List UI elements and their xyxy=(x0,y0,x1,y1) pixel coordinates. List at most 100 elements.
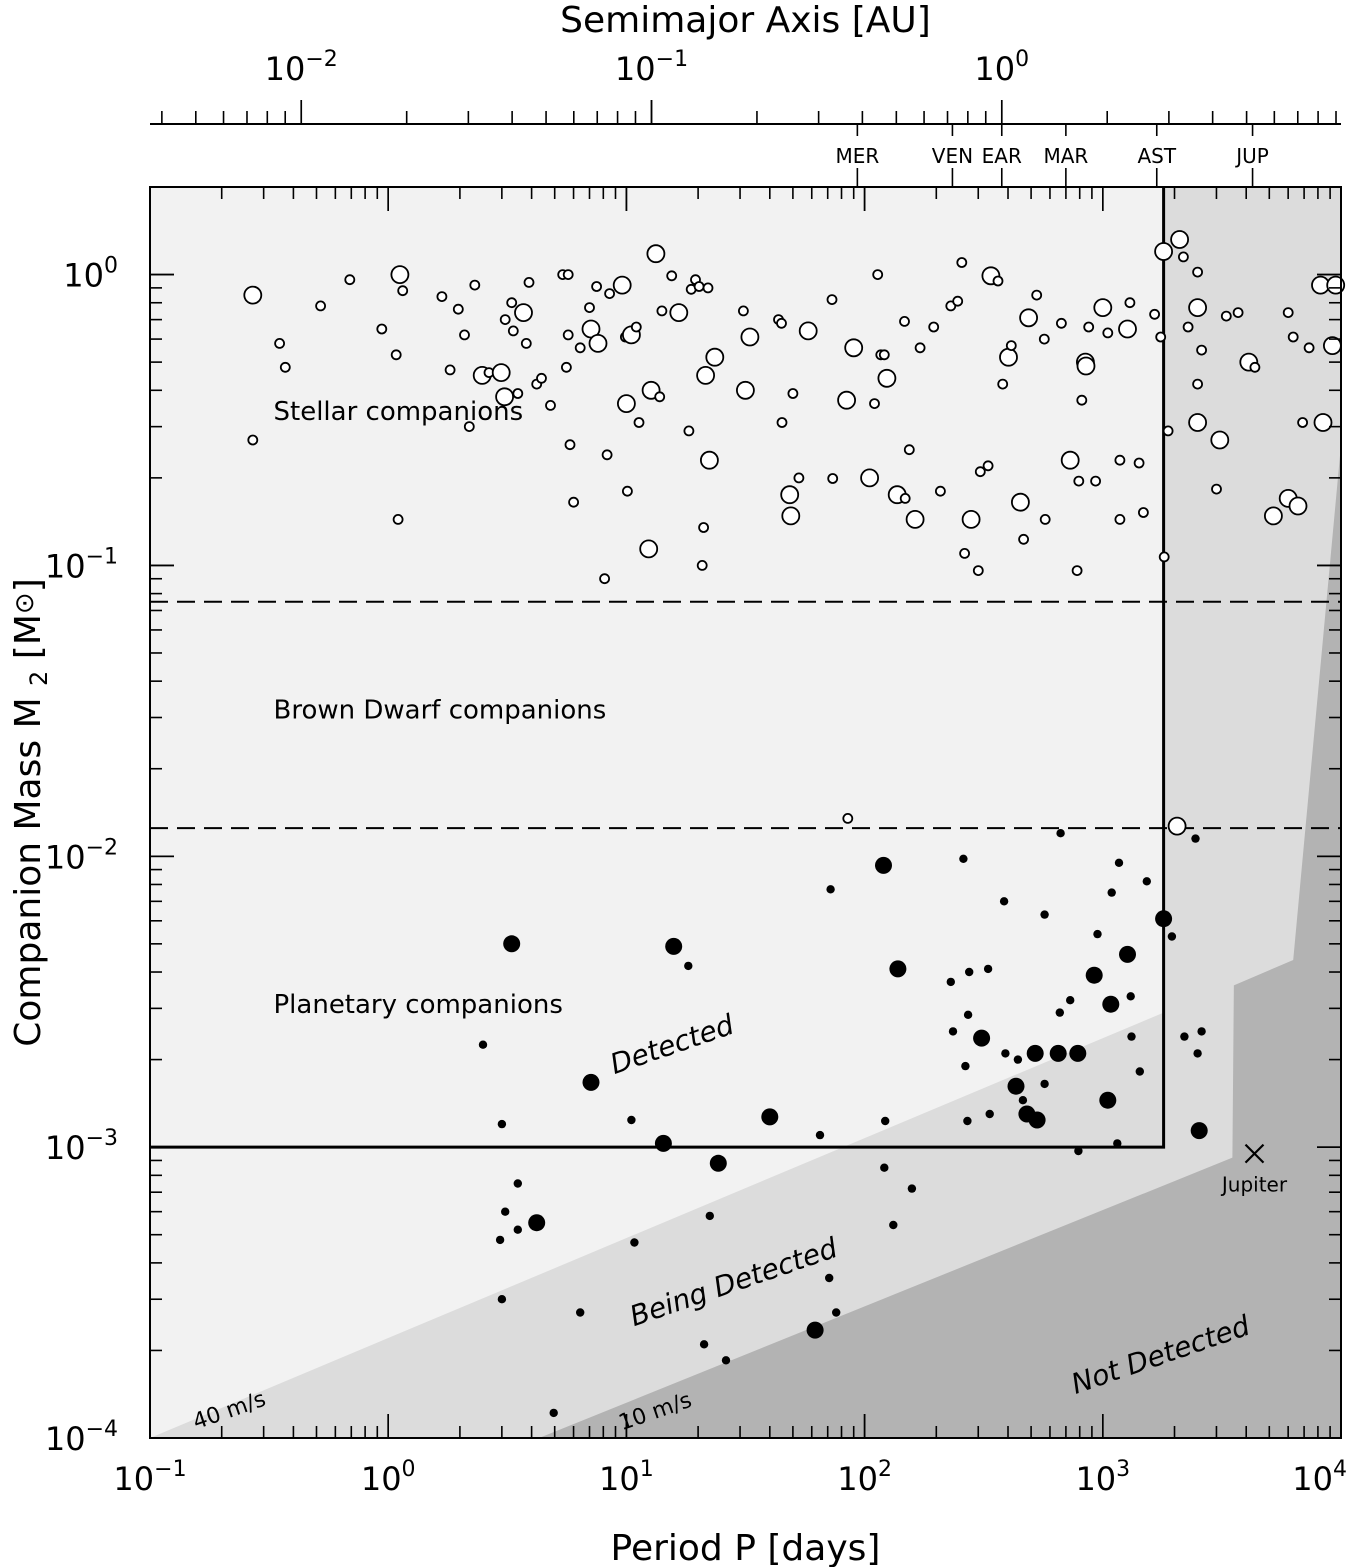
stellar-point xyxy=(1211,483,1222,495)
planetary-point xyxy=(959,854,968,863)
y-tick-label: 100 xyxy=(63,254,118,295)
stellar-point xyxy=(793,472,805,484)
planetary-point xyxy=(501,1207,510,1216)
stellar-point xyxy=(787,388,799,399)
stellar-point xyxy=(562,269,574,281)
stellar-point xyxy=(452,303,464,315)
stellar-point xyxy=(1138,507,1149,518)
stellar-point xyxy=(1192,378,1203,390)
planetary-point xyxy=(1099,1091,1117,1109)
stellar-point xyxy=(844,338,864,358)
stellar-point xyxy=(1031,289,1043,301)
stellar-point xyxy=(630,321,642,333)
stellar-point xyxy=(1019,308,1038,328)
planetary-point xyxy=(826,885,835,894)
stellar-point xyxy=(1196,344,1207,356)
stellar-point xyxy=(617,394,636,414)
stellar-point xyxy=(738,305,749,317)
stellar-point xyxy=(591,281,602,292)
stellar-point xyxy=(842,813,854,824)
planetary-point xyxy=(513,1225,522,1234)
planetary-point xyxy=(1135,1067,1145,1076)
stellar-point xyxy=(523,276,535,288)
planetary-point xyxy=(1126,992,1135,1001)
planetary-point xyxy=(1056,829,1065,838)
planetary-point xyxy=(721,1356,731,1365)
stellar-point xyxy=(507,325,519,337)
y-tick-label: 10−2 xyxy=(45,835,118,876)
stellar-point xyxy=(860,468,879,488)
x-tick-label: 103 xyxy=(1075,1457,1130,1498)
planetary-point xyxy=(1026,1044,1044,1062)
stellar-point xyxy=(952,295,964,307)
top-tick-label: 10−2 xyxy=(265,47,338,88)
stellar-point xyxy=(1288,496,1308,516)
stellar-point xyxy=(599,573,610,585)
stellar-point xyxy=(1005,340,1017,352)
planetary-point xyxy=(1085,966,1103,984)
planetary-point xyxy=(815,1130,825,1140)
x-tick-label: 100 xyxy=(361,1457,416,1498)
planetary-point xyxy=(875,856,892,874)
planetary-point xyxy=(881,1116,890,1126)
stellar-point xyxy=(1114,514,1126,525)
planetary-point xyxy=(1113,1139,1122,1148)
stellar-point xyxy=(669,303,689,323)
planetary-point xyxy=(965,967,974,977)
stellar-point xyxy=(639,539,659,559)
planetary-point xyxy=(889,960,907,978)
stellar-point xyxy=(705,347,725,367)
planetary-point xyxy=(582,1073,600,1091)
data-points xyxy=(243,230,1346,1418)
planetary-point xyxy=(684,961,693,971)
planetary-point xyxy=(654,1134,672,1152)
y-tick-label: 10−3 xyxy=(45,1126,118,1167)
x-tick-label: 10−1 xyxy=(113,1457,186,1498)
stellar-point xyxy=(444,364,456,376)
stellar-point xyxy=(1154,242,1173,261)
planetary-point xyxy=(1013,1055,1023,1064)
x-tick-label: 101 xyxy=(599,1457,654,1498)
stellar-point xyxy=(837,390,856,410)
stellar-point xyxy=(905,510,925,529)
planet-label: EAR xyxy=(982,144,1022,168)
not-detected-region xyxy=(539,444,1341,1438)
plot-frame xyxy=(149,186,1342,1439)
stellar-point xyxy=(1038,333,1050,345)
planetary-point xyxy=(1180,1032,1189,1041)
planetary-point xyxy=(497,1119,507,1129)
planetary-point xyxy=(630,1238,639,1247)
stellar-point xyxy=(1232,307,1244,319)
planetary-point xyxy=(1190,1122,1208,1140)
stellar-point xyxy=(1249,361,1261,373)
planetary-point xyxy=(478,1040,488,1049)
stellar-point xyxy=(1090,475,1101,487)
planetary-point xyxy=(1114,858,1124,867)
stellar-point xyxy=(1083,321,1095,333)
planetary-point xyxy=(1028,1111,1046,1129)
planetary-point xyxy=(576,1308,585,1317)
planetary-point xyxy=(495,1235,505,1245)
stellar-point xyxy=(1167,816,1187,836)
stellar-point xyxy=(961,510,981,529)
top-axis-title: Semimajor Axis [AU] xyxy=(560,0,931,41)
planetary-point xyxy=(1142,877,1152,886)
stellar-point xyxy=(1188,298,1207,318)
stellar-point xyxy=(1039,514,1051,525)
stellar-point xyxy=(776,317,787,329)
planetary-point xyxy=(963,1010,973,1019)
stellar-point xyxy=(1313,413,1333,432)
stellar-point xyxy=(243,285,263,305)
stellar-point xyxy=(392,514,404,525)
planetary-point xyxy=(1007,1077,1025,1095)
planetary-point xyxy=(907,1184,917,1193)
planetary-point xyxy=(1066,996,1075,1005)
planetary-point xyxy=(709,1154,727,1172)
stellar-point xyxy=(376,323,388,335)
stellar-point xyxy=(877,368,897,388)
stellar-point xyxy=(1210,430,1230,450)
planetary-point xyxy=(665,937,683,955)
stellar-point xyxy=(1170,230,1189,249)
axes: 10−1 100 101 102 103 104 10−4 10−3 10−2 10−1 100 10… xyxy=(8,0,1347,1567)
region-label: Planetary companions xyxy=(274,990,563,1020)
